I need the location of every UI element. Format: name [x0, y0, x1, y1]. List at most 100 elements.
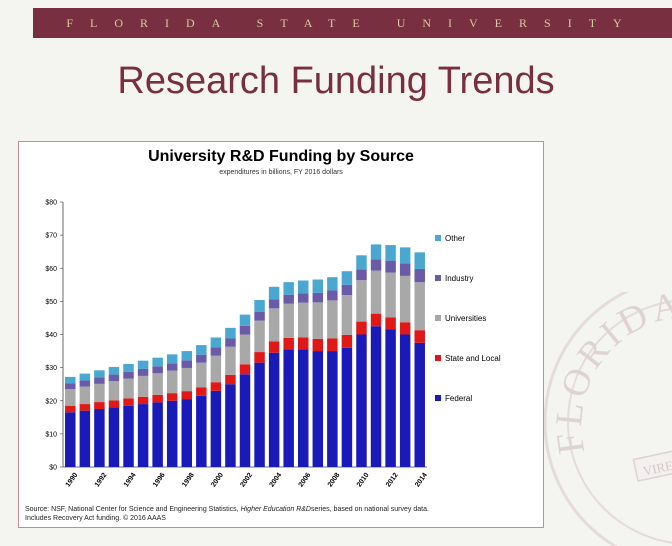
bar-segment — [181, 399, 193, 467]
legend-label: Federal — [445, 394, 472, 403]
bar-segment — [239, 364, 251, 375]
chart-panel: University R&D Funding by Source expendi… — [18, 141, 544, 528]
bar-segment — [225, 346, 236, 375]
chart-plot: $0 $10 $20 $30 $40 $50 $60 $70 $80 1990 1992 1994 19… — [45, 200, 501, 489]
bar-segment — [341, 334, 353, 348]
bar-segment — [341, 284, 353, 296]
y-tick-label: $10 — [45, 431, 57, 438]
bar-segment — [356, 334, 367, 467]
bar-segment — [152, 366, 163, 374]
bar-segment — [137, 375, 149, 397]
bar-segment — [196, 354, 207, 363]
bar-segment — [108, 381, 120, 401]
bar-segment — [123, 363, 134, 372]
bar-segment — [297, 302, 309, 338]
bar-segment — [356, 255, 367, 270]
bar-segment — [181, 367, 193, 392]
banner-text: FLORIDA STATE UNIVERSITY — [66, 15, 639, 30]
bar-segment — [312, 279, 324, 293]
bar-segment — [385, 245, 396, 261]
bar-segment — [254, 320, 265, 353]
bar-segment — [65, 383, 76, 390]
y-tick-label: $70 — [45, 233, 57, 240]
bar-segment — [370, 313, 382, 327]
bar-segment — [137, 368, 149, 376]
bar-segment — [225, 327, 236, 339]
y-tick-label: $40 — [45, 332, 57, 339]
y-tick-label: $0 — [49, 465, 57, 472]
bar-segment — [414, 252, 425, 269]
bar-segment — [283, 337, 294, 350]
bar-segment — [254, 362, 265, 467]
bar-segment — [108, 407, 120, 467]
bar-segment — [79, 386, 91, 405]
bar-segment — [108, 366, 120, 375]
x-tick-label: 2002 — [239, 472, 254, 489]
bar-segment — [254, 352, 265, 363]
x-tick-label: 1998 — [181, 472, 196, 489]
bar-segment — [94, 383, 105, 403]
legend-swatch — [435, 395, 441, 401]
bar-segment — [239, 374, 251, 467]
university-seal: FLORIDA ST VIRES — [540, 292, 672, 546]
bar-segment — [297, 337, 309, 350]
bar-segment — [370, 270, 382, 314]
bar-segment — [297, 280, 309, 294]
bar-segment — [327, 277, 338, 291]
bar-segment — [399, 322, 411, 335]
bar-segment — [166, 370, 178, 394]
bar-segment — [356, 321, 367, 335]
x-tick-label: 1996 — [152, 472, 167, 489]
legend-swatch — [435, 355, 441, 361]
x-tick-label: 2006 — [298, 472, 313, 489]
bar-segment — [166, 354, 178, 364]
source-italic: Higher Education R&D — [240, 506, 311, 513]
bar-segment — [399, 275, 411, 323]
x-tick-label: 1992 — [94, 472, 109, 489]
bar-segment — [152, 357, 163, 367]
chart-subtitle: expenditures in billions, FY 2016 dollar… — [219, 169, 343, 176]
x-tick-label: 2012 — [385, 472, 400, 489]
bar-segment — [94, 370, 105, 378]
chart-title: University R&D Funding by Source — [148, 148, 414, 165]
bar-segment — [123, 371, 134, 379]
legend-label: State and Local — [445, 354, 501, 363]
bar-segment — [210, 347, 222, 356]
bar-segment — [239, 314, 251, 326]
bar-segment — [283, 349, 294, 467]
bar-segment — [181, 351, 193, 361]
bar-segment — [152, 402, 163, 467]
bar-segment — [297, 349, 309, 467]
bar-segment — [385, 272, 396, 318]
x-tick-label: 2014 — [414, 472, 429, 489]
legend-label: Industry — [445, 274, 473, 283]
bar-segment — [225, 384, 236, 467]
university-banner: FLORIDA STATE UNIVERSITY — [33, 8, 672, 38]
bar-segment — [268, 341, 280, 353]
bar-segment — [108, 374, 120, 382]
bar-segment — [152, 373, 163, 395]
bar-segment — [181, 360, 193, 368]
bar-segment — [166, 393, 178, 401]
bar-segment — [79, 410, 91, 467]
bar-segment — [341, 347, 353, 467]
bar-segment — [225, 374, 236, 385]
bar-segment — [210, 382, 222, 391]
bar-segment — [414, 282, 425, 331]
bar-segment — [283, 303, 294, 338]
bar-segment — [370, 244, 382, 260]
bar-segment — [312, 292, 324, 303]
bar-segment — [196, 395, 207, 467]
bar-segment — [123, 405, 134, 467]
bar-segment — [79, 404, 91, 411]
y-tick-label: $50 — [45, 299, 57, 306]
bar-segment — [225, 338, 236, 347]
bar-segment — [94, 409, 105, 467]
bar-segment — [385, 260, 396, 273]
bar-segment — [152, 394, 163, 403]
source-prefix: Source: NSF, National Center for Science… — [25, 506, 241, 513]
legend-label: Other — [445, 234, 465, 243]
bar-segment — [79, 373, 91, 381]
bar-segment — [399, 334, 411, 467]
legend-swatch — [435, 235, 441, 241]
